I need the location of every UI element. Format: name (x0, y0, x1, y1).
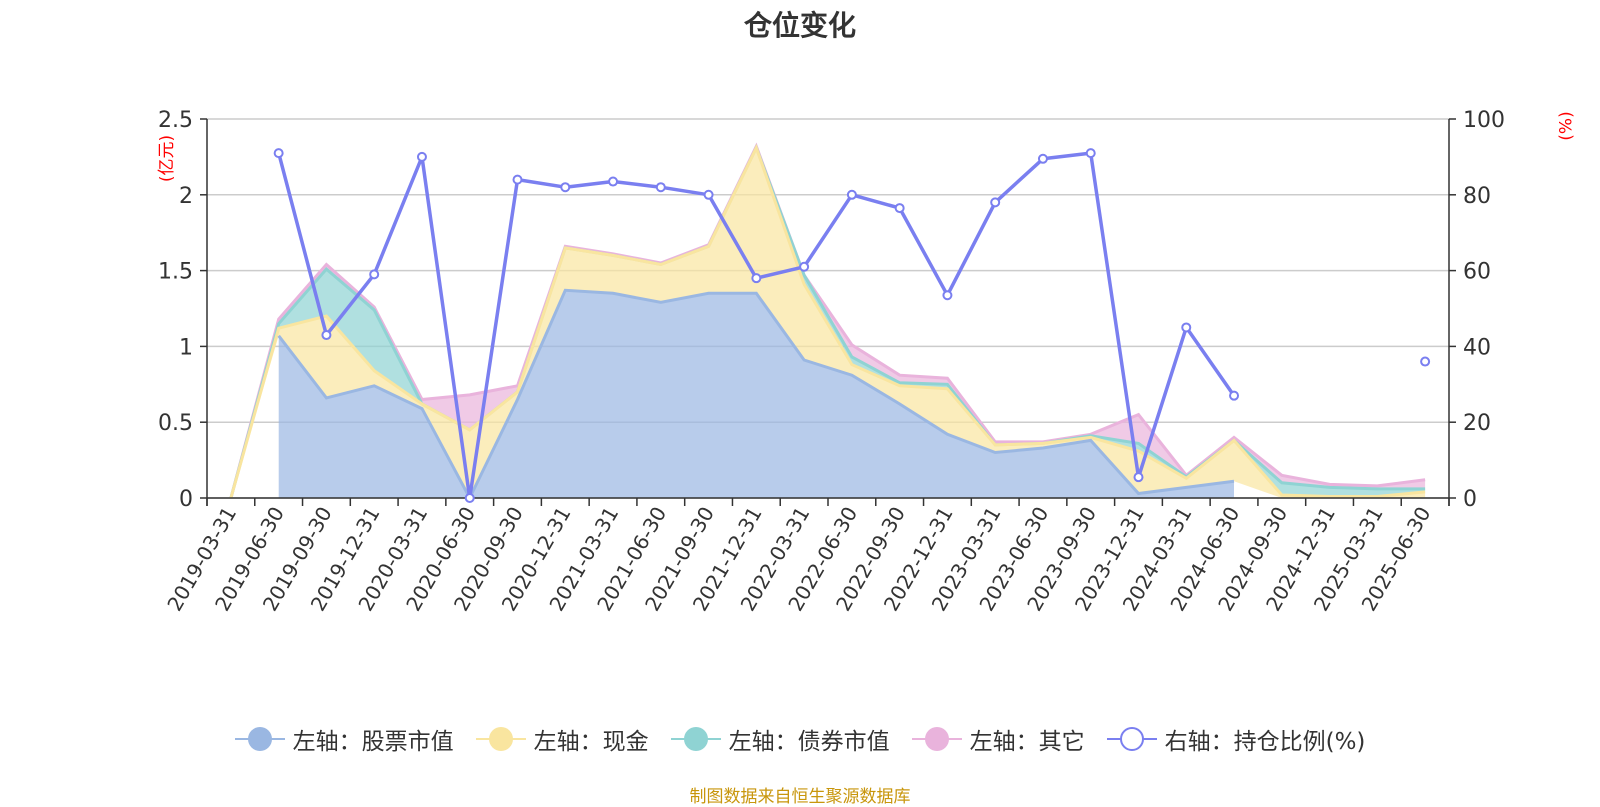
ratio-point (942, 290, 953, 301)
legend-bond-icon (670, 727, 721, 751)
ratio-point (894, 203, 905, 214)
left-tick-label: 2 (179, 184, 193, 209)
ratio-point (1085, 148, 1096, 159)
area-edge-3 (229, 142, 1426, 499)
ratio-point (1229, 390, 1240, 401)
legend-item-ratio[interactable]: 右轴：持仓比例(%) (1106, 722, 1366, 756)
legend-stock-label: 左轴：股票市值 (292, 729, 454, 755)
data-source-note: 制图数据来自恒生聚源数据库 (689, 787, 911, 807)
legend-stock-dot (247, 727, 272, 751)
right-tick-label: 80 (1463, 184, 1491, 209)
legend-cash-dot (488, 727, 513, 751)
legend-ratio-dot (1119, 727, 1144, 751)
ratio-point (751, 273, 762, 284)
ratio-point (1181, 322, 1192, 333)
ratio-point (416, 151, 427, 162)
legend-item-bond[interactable]: 左轴：债券市值 (670, 722, 890, 756)
area-0 (278, 290, 1234, 498)
ratio-point (1037, 153, 1048, 164)
legend-cash-label: 左轴：现金 (533, 729, 649, 755)
chart-title: 仓位变化 (743, 9, 856, 42)
left-tick-label: 0.5 (158, 411, 193, 436)
ratio-point (321, 330, 332, 341)
legend-ratio-icon (1106, 727, 1157, 751)
right-tick-label: 0 (1463, 487, 1477, 512)
ratio-point (1420, 356, 1431, 367)
ratio-point (703, 189, 714, 200)
legend-ratio-label: 右轴：持仓比例(%) (1164, 729, 1366, 755)
legend-item-other[interactable]: 左轴：其它 (911, 722, 1085, 756)
chart-legend: 左轴：股票市值 左轴：现金 左轴：债券市值 左轴：其它 右轴：持仓比例(%) (0, 722, 1600, 756)
right-tick-label: 100 (1463, 108, 1505, 133)
legend-bond-label: 左轴：债券市值 (728, 729, 890, 755)
left-tick-label: 0 (179, 487, 193, 512)
legend-item-cash[interactable]: 左轴：现金 (475, 722, 649, 756)
ratio-point (990, 197, 1001, 208)
legend-other-icon (911, 727, 962, 751)
right-tick-label: 40 (1463, 335, 1491, 360)
legend-item-stock[interactable]: 左轴：股票市值 (234, 722, 454, 756)
legend-stock-icon (234, 727, 285, 751)
legend-other-dot (924, 727, 949, 751)
right-tick-label: 20 (1463, 411, 1491, 436)
legend-other-label: 左轴：其它 (969, 729, 1085, 755)
legend-bond-dot (683, 727, 708, 751)
ratio-point (846, 189, 857, 200)
ratio-point (560, 182, 571, 193)
ratio-point (464, 493, 475, 503)
ratio-point (1133, 472, 1144, 483)
area-edge-1 (229, 143, 1426, 499)
ratio-point (512, 174, 523, 185)
legend-cash-icon (475, 727, 526, 751)
left-tick-label: 2.5 (158, 108, 193, 133)
right-tick-label: 60 (1463, 260, 1491, 285)
area-edge-0 (277, 288, 1235, 502)
left-tick-label: 1.5 (158, 260, 193, 285)
ratio-point (799, 261, 810, 272)
ratio-point (273, 148, 284, 159)
left-tick-label: 1 (179, 335, 193, 360)
ratio-point (655, 182, 666, 193)
ratio-point (608, 176, 619, 187)
ratio-point (369, 269, 380, 280)
